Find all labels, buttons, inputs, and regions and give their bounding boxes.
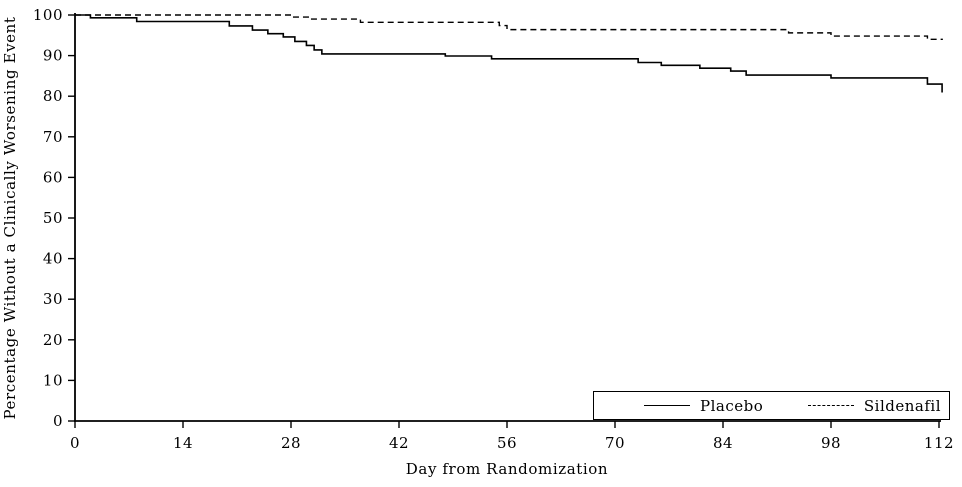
legend: Placebo Sildenafil — [593, 391, 950, 420]
y-tick-label: 10 — [43, 371, 63, 389]
y-tick-label: 70 — [43, 128, 63, 146]
y-tick-label: 90 — [43, 47, 63, 65]
x-tick-label: 112 — [924, 434, 954, 452]
x-tick-label: 28 — [281, 434, 301, 452]
y-tick-label: 40 — [43, 250, 63, 268]
y-tick-label: 0 — [53, 412, 63, 430]
sildenafil-line-sample-icon — [807, 405, 854, 406]
y-tick-label: 80 — [43, 87, 63, 105]
x-tick-label: 0 — [70, 434, 80, 452]
x-tick-label: 70 — [605, 434, 625, 452]
x-axis-title: Day from Randomization — [406, 460, 608, 478]
legend-label-placebo: Placebo — [700, 396, 764, 415]
y-axis-title: Percentage Without a Clinically Worsenin… — [1, 16, 19, 419]
legend-label-sildenafil: Sildenafil — [863, 396, 941, 415]
x-tick-label: 56 — [497, 434, 517, 452]
x-tick-label: 84 — [713, 434, 733, 452]
sildenafil-survival-curve — [75, 14, 943, 41]
y-tick-label: 100 — [33, 6, 63, 24]
y-tick-label: 50 — [43, 209, 63, 227]
y-tick-label: 20 — [43, 331, 63, 349]
x-tick-label: 98 — [821, 434, 841, 452]
placebo-line-sample-icon — [644, 405, 690, 406]
y-tick-label: 60 — [43, 168, 63, 186]
x-tick-label: 42 — [389, 434, 409, 452]
x-tick-label: 14 — [173, 434, 193, 452]
y-tick-label: 30 — [43, 290, 63, 308]
placebo-survival-curve — [75, 14, 943, 93]
